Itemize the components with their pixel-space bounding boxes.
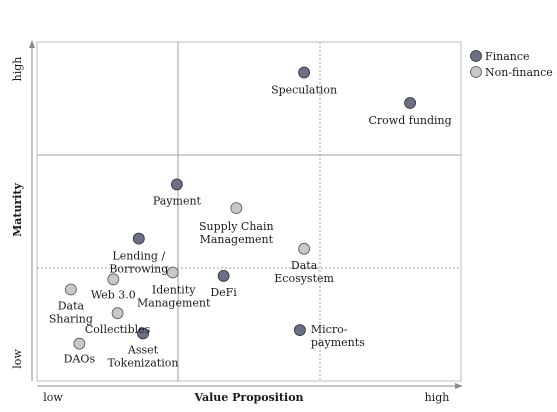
point-lending-borrowing bbox=[132, 232, 145, 245]
label-collectibles: Collectibles bbox=[85, 323, 151, 336]
point-defi bbox=[217, 269, 230, 282]
label-web-3-0: Web 3.0 bbox=[91, 288, 136, 301]
label-speculation: Speculation bbox=[271, 84, 337, 97]
point-data-ecosystem bbox=[298, 242, 311, 255]
point-payment bbox=[170, 178, 183, 191]
y-axis-title: Maturity bbox=[11, 182, 24, 236]
label-payment: Payment bbox=[153, 194, 202, 207]
point-micro-payments bbox=[293, 324, 306, 337]
x-axis-title: Value Proposition bbox=[193, 391, 303, 404]
legend-label-finance: Finance bbox=[485, 50, 530, 63]
legend-marker-finance bbox=[470, 50, 482, 62]
x-axis-arrow bbox=[455, 383, 463, 389]
data-labels: Speculation Crowd funding Payment Lending /… bbox=[49, 84, 452, 370]
legend-label-non-finance: Non-finance bbox=[485, 66, 553, 79]
y-axis-arrow bbox=[29, 40, 35, 48]
point-speculation bbox=[298, 66, 311, 79]
data-points bbox=[65, 66, 417, 350]
label-micro-payments: Micro-payments bbox=[311, 323, 365, 349]
point-web-3-0 bbox=[107, 273, 120, 286]
label-data-sharing: Data Sharing bbox=[49, 300, 93, 326]
point-collectibles bbox=[111, 307, 124, 320]
legend-marker-non-finance bbox=[470, 66, 482, 78]
y-tick-low: low bbox=[11, 349, 24, 369]
point-identity-management bbox=[166, 266, 179, 279]
label-data-ecosystem: Data Ecosystem bbox=[274, 259, 334, 285]
y-tick-high: high bbox=[11, 57, 24, 82]
label-defi: DeFi bbox=[210, 286, 237, 299]
label-lending-borrowing: Lending / Borrowing bbox=[109, 250, 168, 276]
label-crowd-funding: Crowd funding bbox=[369, 114, 452, 127]
x-tick-high: high bbox=[425, 391, 450, 404]
label-identity-management: Identity Management bbox=[137, 284, 211, 310]
point-asset-tokenization bbox=[137, 327, 149, 340]
point-daos bbox=[73, 337, 86, 350]
plot-frame bbox=[36, 41, 462, 382]
point-crowd-funding bbox=[404, 97, 417, 109]
point-data-sharing bbox=[65, 283, 77, 296]
point-supply-chain-management bbox=[230, 202, 243, 215]
label-asset-tokenization: Asset Tokenization bbox=[108, 344, 179, 370]
legend: Finance Non-finance bbox=[470, 50, 553, 79]
label-supply-chain-management: Supply Chain Management bbox=[199, 220, 274, 246]
label-daos: DAOs bbox=[64, 353, 96, 366]
x-tick-low: low bbox=[43, 391, 63, 404]
